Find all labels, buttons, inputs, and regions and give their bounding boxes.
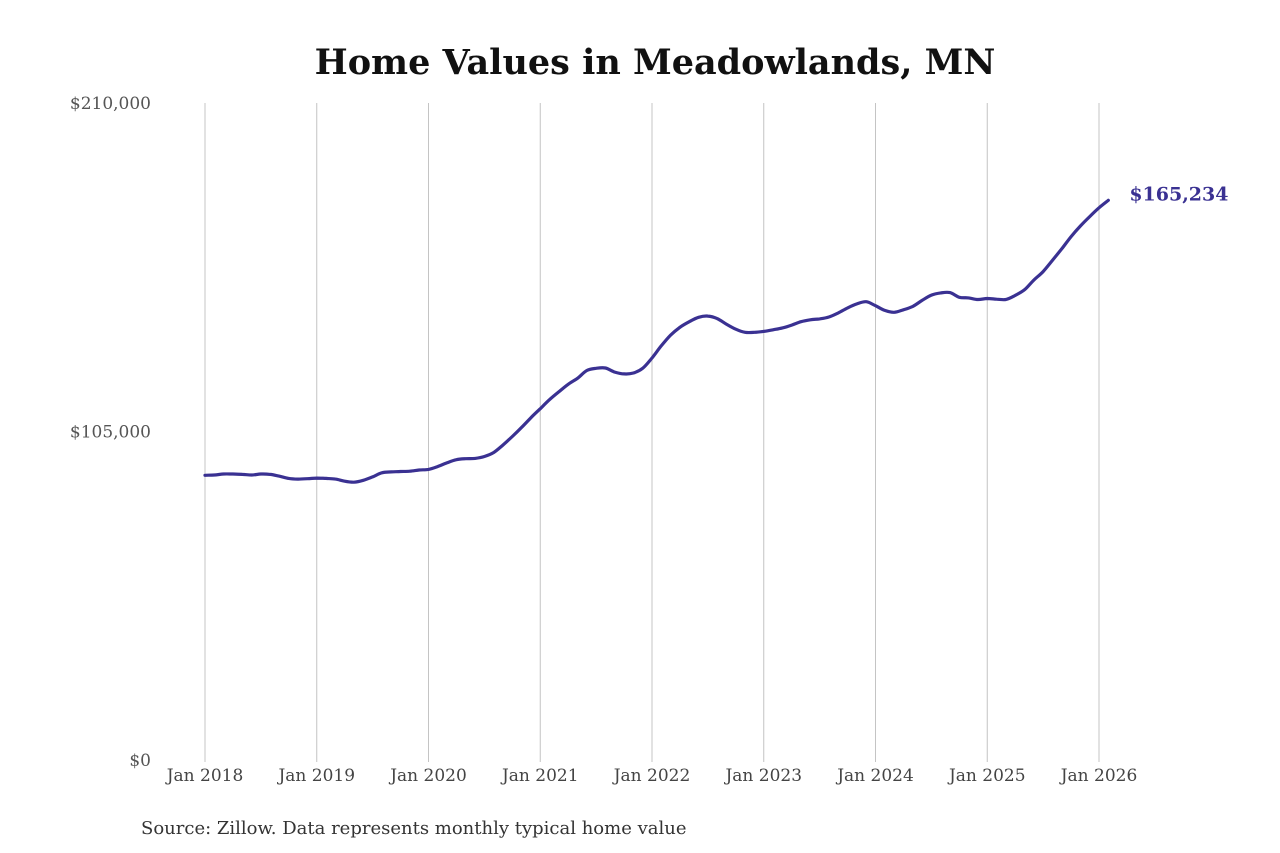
x-tick-label: Jan 2025: [947, 766, 1026, 786]
x-tick-label: Jan 2024: [835, 766, 914, 786]
x-tick-label: Jan 2023: [723, 766, 802, 786]
gridlines: [204, 103, 1100, 762]
series-line-home-value: [203, 198, 1110, 484]
series-layer: $165,234: [203, 183, 1228, 484]
y-axis-ticks: $0 $105,000 $210,000: [70, 94, 151, 771]
source-note: Source: Zillow. Data represents monthly …: [141, 818, 687, 839]
y-tick-label: $105,000: [70, 423, 151, 443]
x-tick-label: Jan 2022: [612, 766, 691, 786]
x-tick-label: Jan 2020: [388, 766, 467, 786]
chart-title: Home Values in Meadowlands, MN: [315, 42, 996, 83]
y-tick-label: $0: [129, 751, 151, 771]
x-tick-label: Jan 2019: [276, 766, 355, 786]
x-axis-ticks: Jan 2018 Jan 2019 Jan 2020 Jan 2021 Jan 2022…: [165, 766, 1138, 786]
y-tick-label: $210,000: [70, 94, 151, 114]
end-value-label: $165,234: [1129, 183, 1228, 205]
x-tick-label: Jan 2026: [1059, 766, 1138, 786]
x-tick-label: Jan 2018: [165, 766, 244, 786]
x-tick-label: Jan 2021: [500, 766, 579, 786]
